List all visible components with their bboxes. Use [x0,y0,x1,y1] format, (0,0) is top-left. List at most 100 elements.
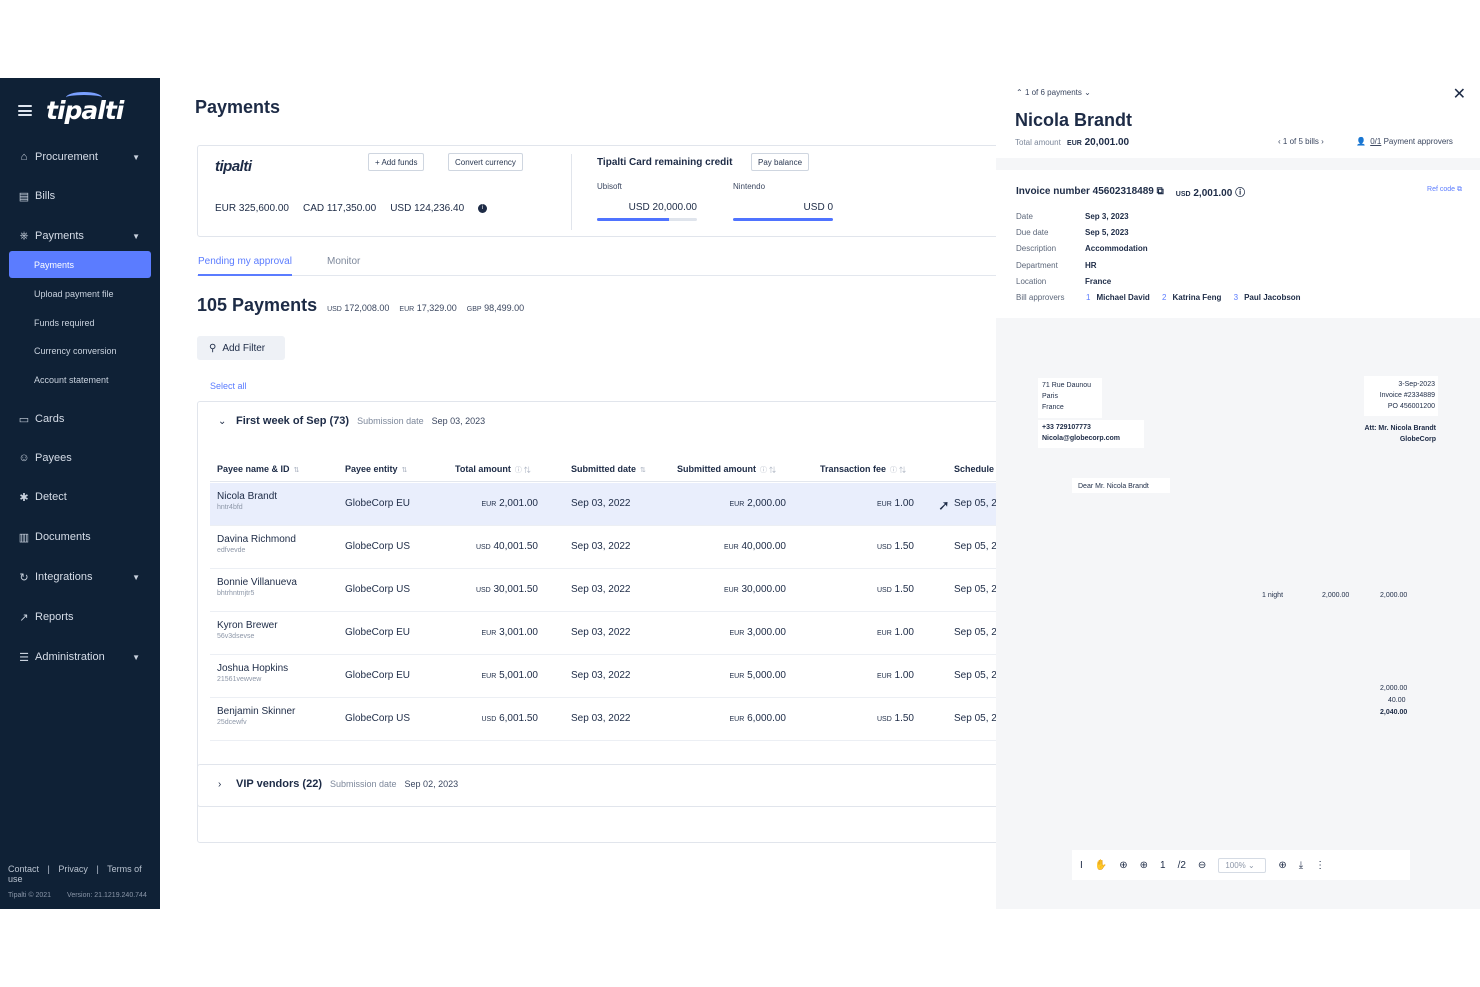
chevron-down-icon: ⌄ [218,415,227,427]
chevron-down-icon: ▼ [132,652,140,662]
privacy-link[interactable]: Privacy [58,864,88,874]
balance-eur: EUR 325,600.00 [215,203,289,214]
col-transaction-fee[interactable]: Transaction fee ⓘ ⇅ [820,464,906,474]
table-row[interactable]: Davina Richmond edfvevde GlobeCorp US USD… [210,526,1000,569]
add-filter-button[interactable]: ⚲ Add Filter [197,336,285,360]
table-row[interactable]: Joshua Hopkins 21561vewvew GlobeCorp EU E… [210,655,1000,698]
contact-link[interactable]: Contact [8,864,40,874]
doc-tax: 40.00 [1388,697,1406,704]
doc-total: 2,040.00 [1380,709,1408,716]
payee-name: Nicola Brandt [1015,110,1133,130]
sidebar-item-detect[interactable]: ✱ Detect [0,484,160,510]
doc-line-total: 2,000.00 [1380,592,1408,599]
group-meta: Submission date [330,779,397,789]
zoom-in-icon[interactable]: ⊕ [1278,859,1287,871]
sidebar-item-payments[interactable]: ⎈ Payments ▼ [0,223,160,249]
pay-balance-button[interactable]: Pay balance [751,153,810,171]
footer-separator: | [96,864,99,874]
sidebar-item-administration[interactable]: ☰ Administration ▼ [0,644,160,670]
sidebar-item-reports[interactable]: ↗ Reports [0,604,160,630]
page-number-input[interactable]: 1 [1160,859,1166,871]
sidebar-item-documents[interactable]: ▥ Documents [0,524,160,550]
total-gbp: GBP 98,499.00 [466,303,525,313]
total-cell: USD 40,001.50 [475,541,538,552]
col-submitted-date[interactable]: Submitted date ⇅ [571,464,646,474]
table-row[interactable]: Benjamin Skinner 25dcewfv GlobeCorp US US… [210,698,1000,741]
payment-pager[interactable]: ⌃ 1 of 6 payments ⌄ [1016,88,1091,97]
sidebar-item-payees[interactable]: ☺ Payees [0,445,160,471]
payments-icon: ⎈ [19,229,29,242]
table-row[interactable]: Bonnie Villanueva bhtrhntmjtr5 GlobeCorp … [210,569,1000,612]
hamburger-menu-icon[interactable] [18,105,32,116]
sidebar-item-integrations[interactable]: ↻ Integrations ▼ [0,564,160,590]
close-icon[interactable]: ✕ [1452,86,1466,103]
field-date: Date Sep 3, 2023 [1016,212,1129,221]
field-department: Department HR [1016,261,1097,270]
field-description: Description Accommodation [1016,244,1148,253]
doc-address-box [1038,378,1102,418]
page-up-icon[interactable]: ⊕ [1119,859,1128,871]
zoom-select[interactable]: 100% ⌄ [1218,857,1267,873]
fee-cell: USD 1.50 [876,713,914,724]
tab-monitor[interactable]: Monitor [327,256,361,267]
external-link-icon[interactable]: ⧉ [1156,186,1164,197]
sidebar-item-cards[interactable]: ▭ Cards [0,406,160,432]
col-payee-name[interactable]: Payee name & ID ⇅ [217,464,300,474]
table-row[interactable]: Nicola Brandt hntr4bfd GlobeCorp EU EUR 2… [210,483,1000,526]
ref-code-link[interactable]: Ref code ⧉ [1427,186,1462,193]
col-schedule[interactable]: Schedule [954,464,995,474]
bills-icon: ▤ [18,190,30,203]
credit-ubisoft-fill [597,218,669,221]
col-payee-entity[interactable]: Payee entity ⇅ [345,464,408,474]
field-location: Location France [1016,277,1112,286]
integrations-icon: ↻ [19,571,29,584]
sidebar-item-label: Procurement [35,151,98,163]
footer-separator: | [47,864,50,874]
sidebar-subitem-account-statement[interactable]: Account statement [34,375,109,385]
download-icon[interactable]: ⤓ [1298,859,1304,871]
sidebar-subitem-upload-payment-file[interactable]: Upload payment file [34,289,114,299]
select-all-link[interactable]: Select all [210,381,247,391]
col-submitted-amount[interactable]: Submitted amount ⓘ ⇅ [677,464,776,474]
sidebar-subitem-payments[interactable]: Payments [9,251,151,278]
page-down-icon[interactable]: ⊕ [1139,859,1149,871]
more-options-icon[interactable]: ⋮ [1315,859,1326,871]
payment-approvers-link[interactable]: 👤 0/1 Payment approvers [1356,137,1453,146]
convert-currency-button[interactable]: Convert currency [448,153,523,171]
payee-cell: Nicola Brandt hntr4bfd [217,491,278,511]
col-total-amount[interactable]: Total amount ⓘ ⇅ [455,464,531,474]
payee-cell: Benjamin Skinner 25dcewfv [217,706,296,726]
bill-navigator[interactable]: ‹ 1 of 5 bills › [1278,137,1324,146]
table-row[interactable]: Kyron Brewer 56v3dsevse GlobeCorp EU EUR … [210,612,1000,655]
terms-link[interactable]: Terms of use [8,864,142,884]
schedule-cell: Sep 05, 2 [954,627,997,638]
sidebar-subitem-currency-conversion[interactable]: Currency conversion [34,346,117,356]
doc-attention: Att: Mr. Nicola Brandt GlobeCorp [1364,425,1436,443]
fee-cell: EUR 1.00 [876,627,914,638]
hand-tool-icon[interactable]: ✋ [1094,859,1108,871]
tab-pending-my-approval[interactable]: Pending my approval [198,256,292,276]
sidebar-item-procurement[interactable]: ⌂ Procurement ▼ [0,144,160,170]
zoom-out-icon[interactable]: ⊖ [1197,859,1207,871]
total-amount: Total amount EUR 20,001.00 [1015,137,1130,148]
sidebar-item-label: Payments [35,230,84,242]
doc-greeting: Dear Mr. Nicola Brandt [1078,483,1149,490]
submitted-cell: EUR 5,000.00 [729,670,787,681]
group-header[interactable]: › VIP vendors (22) Submission date Sep 0… [218,778,458,790]
info-icon[interactable]: i [478,204,488,213]
credit-nintendo-amount: USD 0 [803,202,833,213]
add-funds-button[interactable]: + Add funds [368,153,425,171]
submitted-cell: EUR 2,000.00 [729,498,787,509]
text-cursor-icon[interactable]: I [1080,859,1083,871]
group-date: Sep 03, 2023 [431,416,486,426]
sidebar-item-bills[interactable]: ▤ Bills [0,183,160,209]
version: Version: 21.1219.240.744 [67,892,147,899]
info-icon[interactable]: ⓘ [1235,188,1246,199]
sidebar-subitem-funds-required[interactable]: Funds required [34,318,95,328]
chevron-down-icon: ▼ [132,231,140,241]
invoice-header: Invoice number 45602318489 ⧉ USD 2,001.0… [1016,184,1245,199]
total-usd: USD 172,008.00 [327,303,390,313]
group-header[interactable]: ⌄ First week of Sep (73) Submission date… [218,415,485,427]
total-cell: EUR 2,001.00 [481,498,539,509]
sidebar-item-label: Reports [35,611,74,623]
